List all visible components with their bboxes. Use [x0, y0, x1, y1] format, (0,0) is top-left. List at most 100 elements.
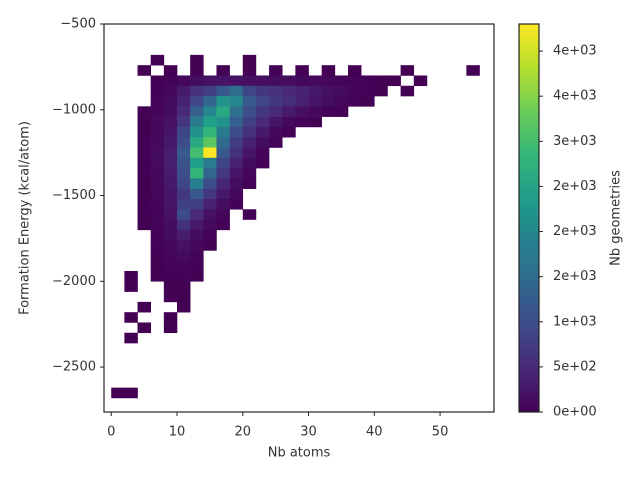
cell: [163, 75, 178, 87]
colorbar-tick-label: 2e+03: [553, 179, 597, 194]
colorbar-swatch: [519, 395, 539, 400]
colorbar-tick-label: 4e+03: [553, 44, 597, 59]
colorbar-swatch: [519, 198, 539, 203]
cell: [321, 106, 336, 117]
colorbar-swatch: [519, 185, 539, 190]
cell: [374, 85, 388, 97]
colorbar-swatch: [519, 36, 539, 41]
colorbar-tick-label: 5e+02: [553, 359, 597, 374]
cell: [203, 209, 217, 220]
colorbar-swatch: [519, 344, 539, 348]
cell: [137, 198, 151, 210]
cell: [282, 116, 296, 128]
colorbar-swatch: [519, 205, 539, 209]
colorbar-swatch: [519, 324, 539, 329]
colorbar-swatch: [519, 350, 539, 355]
cell: [203, 240, 217, 251]
cell: [413, 75, 428, 87]
colorbar-swatch: [519, 321, 539, 326]
colorbar-swatch: [519, 237, 539, 242]
cell: [163, 85, 178, 97]
cell: [242, 106, 257, 117]
cell: [242, 65, 257, 76]
cell: [124, 387, 138, 399]
cell: [347, 96, 362, 107]
cell: [177, 126, 191, 138]
colorbar-swatch: [519, 179, 539, 183]
cell: [137, 301, 151, 313]
colorbar-swatch: [519, 140, 539, 145]
colorbar-swatch: [519, 133, 539, 138]
cell: [137, 322, 151, 334]
colorbar-swatch: [519, 175, 539, 180]
cell: [137, 65, 151, 76]
cell: [190, 157, 204, 169]
cell: [216, 178, 230, 189]
cell: [177, 85, 191, 97]
cell: [347, 85, 362, 97]
colorbar-tick-label: 4e+03: [553, 89, 597, 104]
cell: [150, 229, 165, 241]
colorbar-swatch: [519, 114, 539, 119]
cell: [163, 178, 178, 189]
cell: [255, 96, 270, 107]
cell: [177, 229, 191, 241]
colorbar-swatch: [519, 337, 539, 342]
colorbar-swatch: [519, 247, 539, 251]
cell: [190, 229, 204, 241]
cell: [137, 157, 151, 169]
colorbar-swatch: [519, 66, 539, 70]
cell: [163, 229, 178, 241]
cell: [150, 219, 165, 231]
cell: [242, 137, 257, 148]
cell: [190, 96, 204, 107]
colorbar-swatch: [519, 43, 539, 48]
cell: [255, 85, 270, 97]
x-tick-label: 40: [366, 425, 383, 440]
colorbar-swatch: [519, 340, 539, 345]
cell: [361, 85, 375, 97]
cell: [190, 198, 204, 210]
colorbar-swatch: [519, 289, 539, 293]
y-tick-label: −500: [60, 17, 96, 32]
colorbar-swatch: [519, 379, 539, 384]
cell: [150, 260, 165, 272]
colorbar-swatch: [519, 33, 539, 38]
cell: [216, 65, 230, 76]
cell: [269, 116, 283, 128]
cell: [308, 116, 322, 128]
colorbar-swatch: [519, 253, 539, 258]
cell: [124, 271, 138, 282]
colorbar-swatch: [519, 230, 539, 235]
colorbar-swatch: [519, 353, 539, 358]
cell: [282, 126, 296, 138]
cell: [137, 188, 151, 200]
colorbar-swatch: [519, 159, 539, 164]
colorbar-swatch: [519, 224, 539, 229]
colorbar-swatch: [519, 327, 539, 332]
cell: [216, 198, 230, 210]
colorbar-swatch: [519, 75, 539, 80]
colorbar-swatch: [519, 101, 539, 106]
cell: [374, 75, 388, 87]
cell: [150, 188, 165, 200]
colorbar-swatch: [519, 214, 539, 219]
colorbar-swatch: [519, 156, 539, 161]
colorbar-swatch: [519, 108, 539, 112]
colorbar-swatch: [519, 95, 539, 99]
cell: [150, 178, 165, 189]
plot-frame: [103, 23, 495, 413]
cell: [269, 137, 283, 148]
y-tick-label: −2500: [52, 360, 96, 375]
cell: [150, 126, 165, 138]
cell: [229, 126, 244, 138]
cell: [163, 157, 178, 169]
colorbar-swatch: [519, 195, 539, 200]
cell: [229, 75, 244, 87]
cell: [242, 126, 257, 138]
colorbar-swatch: [519, 130, 539, 135]
colorbar-frame: [518, 23, 540, 413]
cell: [295, 75, 309, 87]
cell: [229, 168, 244, 179]
colorbar-swatch: [519, 405, 539, 410]
